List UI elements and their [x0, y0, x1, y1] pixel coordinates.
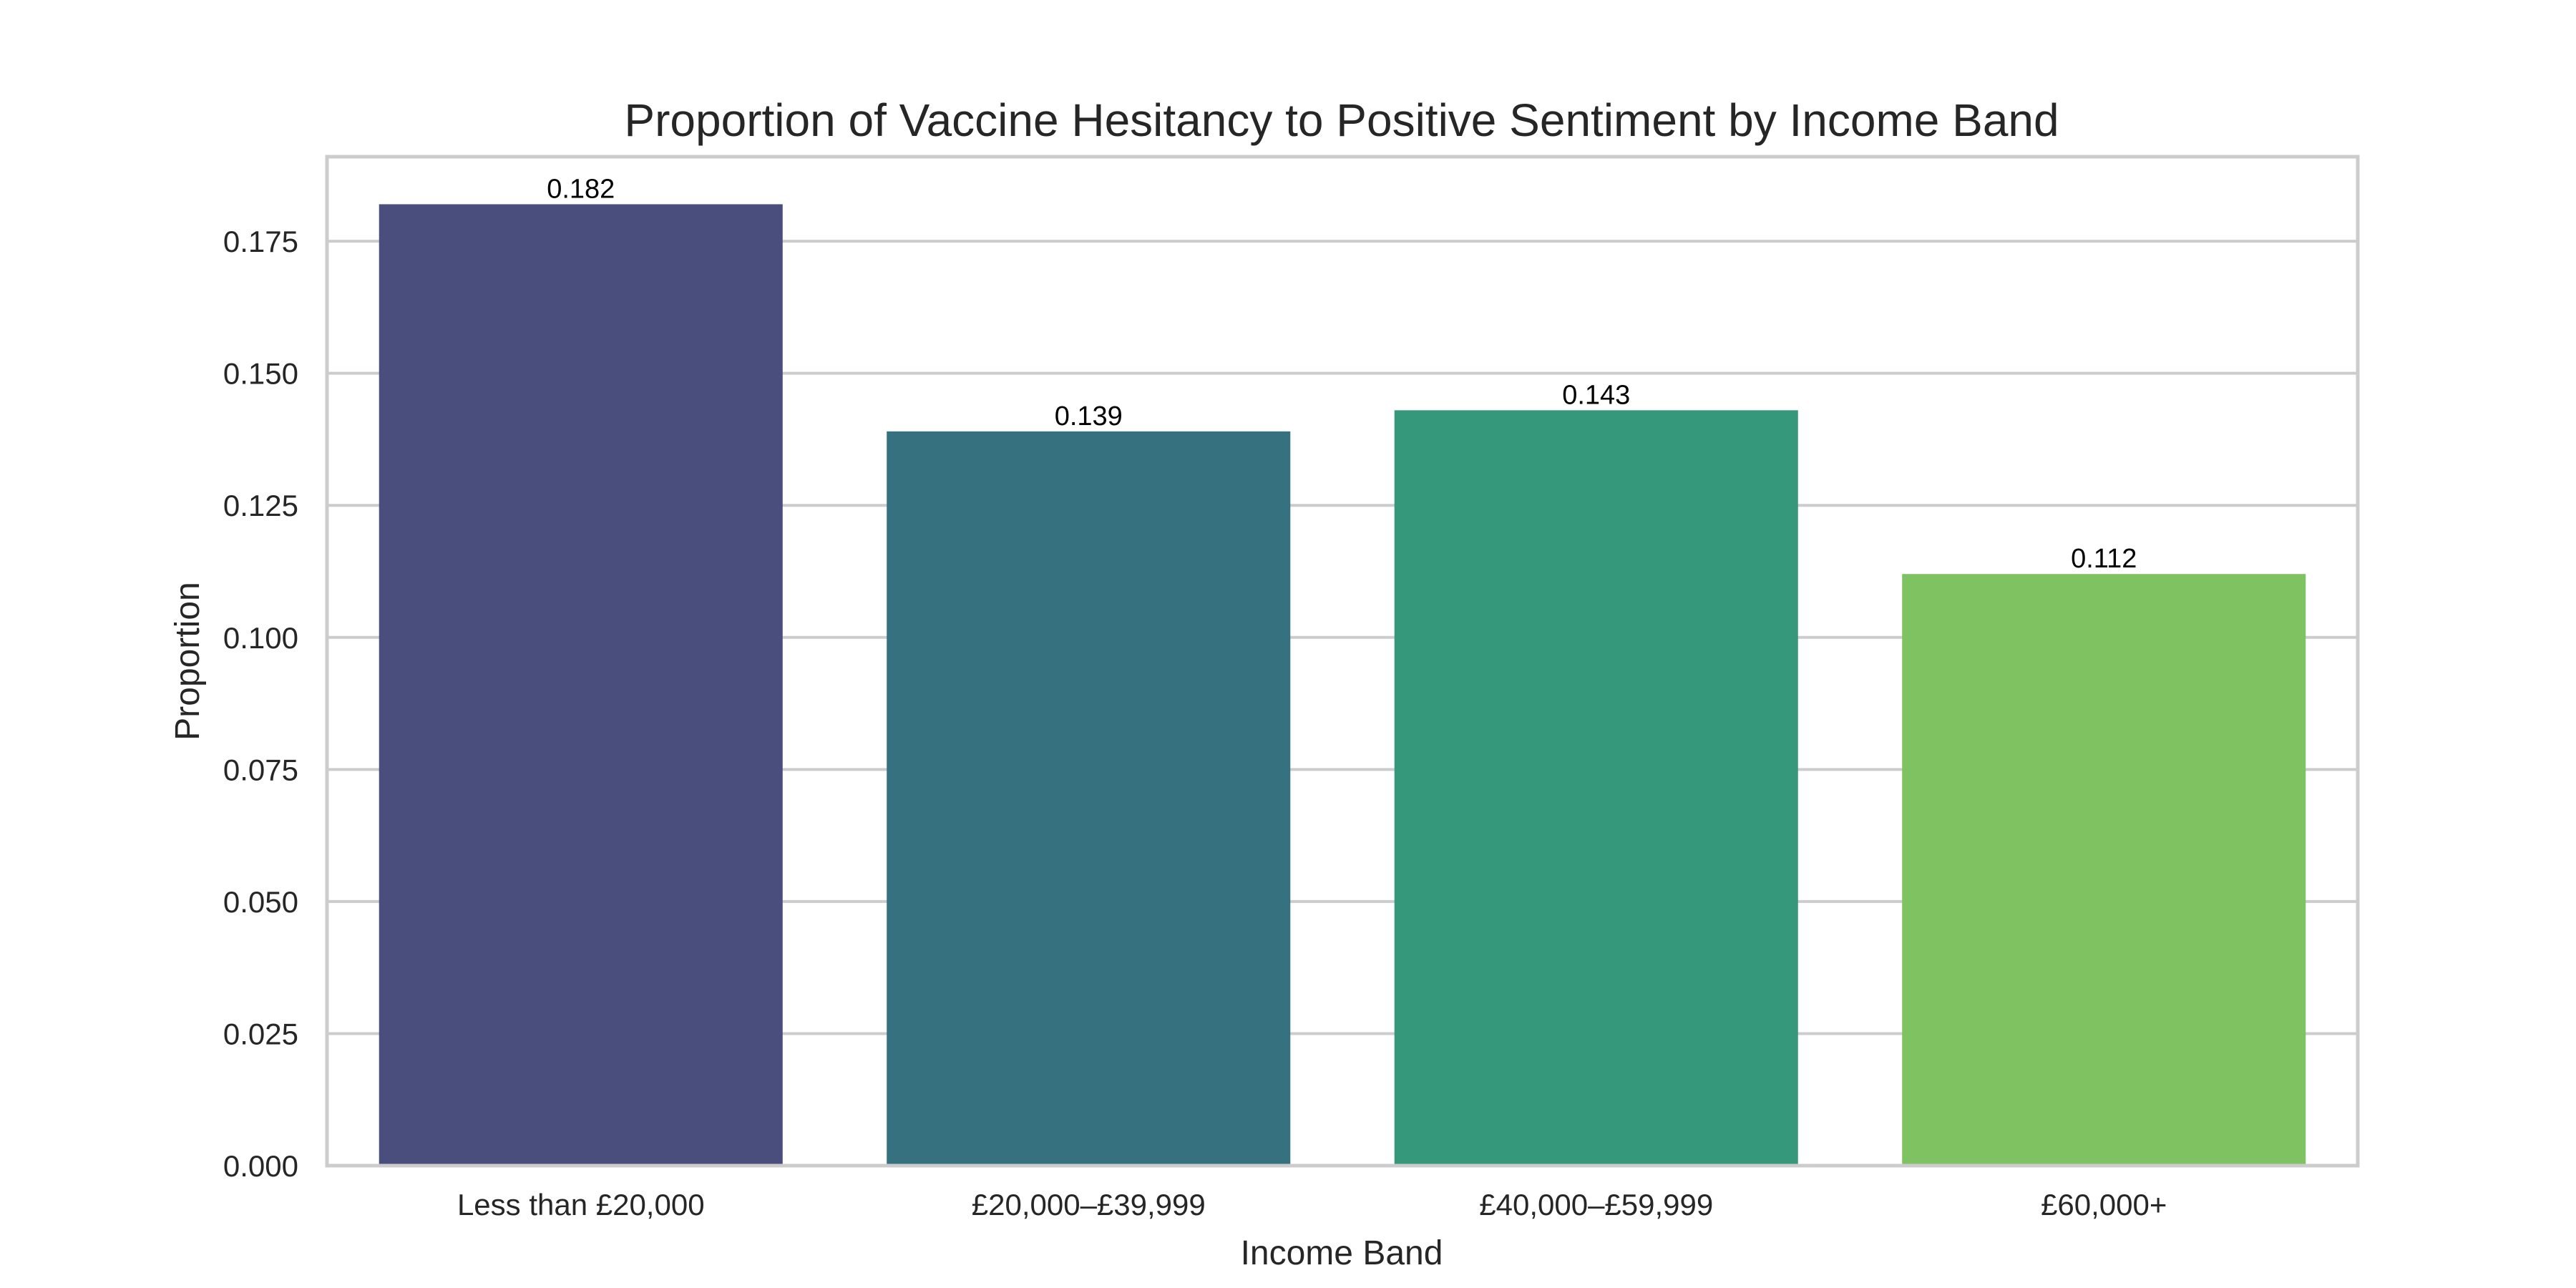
bar — [1394, 410, 1798, 1166]
plot-frame — [325, 155, 2360, 1168]
x-tick-label: Less than £20,000 — [457, 1188, 705, 1221]
bar-value-label: 0.143 — [1562, 380, 1630, 410]
x-axis-label: Income Band — [1241, 1234, 1443, 1272]
chart-title: Proportion of Vaccine Hesitancy to Posit… — [624, 94, 2059, 146]
bar-value-labels: 0.182 0.139 0.143 0.112 — [547, 174, 2137, 574]
y-tick-label: 0.150 — [223, 357, 298, 391]
x-tick-label: £40,000–£59,999 — [1479, 1188, 1713, 1221]
y-tick-label: 0.100 — [223, 621, 298, 655]
bar — [1902, 574, 2306, 1166]
bar — [379, 204, 783, 1166]
y-tick-label: 0.125 — [223, 489, 298, 522]
y-tick-label: 0.025 — [223, 1017, 298, 1050]
y-tick-labels: 0.000 0.025 0.050 0.075 0.100 0.125 0.150 0.175 — [223, 225, 298, 1183]
x-tick-labels: Less than £20,000 £20,000–£39,999 £40,000–… — [457, 1188, 2167, 1221]
y-tick-label: 0.175 — [223, 225, 298, 258]
y-tick-label: 0.000 — [223, 1149, 298, 1183]
bars — [379, 204, 2306, 1166]
bar-value-label: 0.112 — [2071, 544, 2137, 574]
bar-value-label: 0.139 — [1055, 401, 1123, 431]
bar — [887, 431, 1291, 1166]
bar-value-label: 0.182 — [547, 174, 615, 204]
x-tick-label: £20,000–£39,999 — [972, 1188, 1206, 1221]
y-tick-label: 0.050 — [223, 885, 298, 919]
x-tick-label: £60,000+ — [2041, 1188, 2167, 1221]
y-tick-label: 0.075 — [223, 753, 298, 786]
y-axis-label: Proportion — [169, 582, 207, 740]
